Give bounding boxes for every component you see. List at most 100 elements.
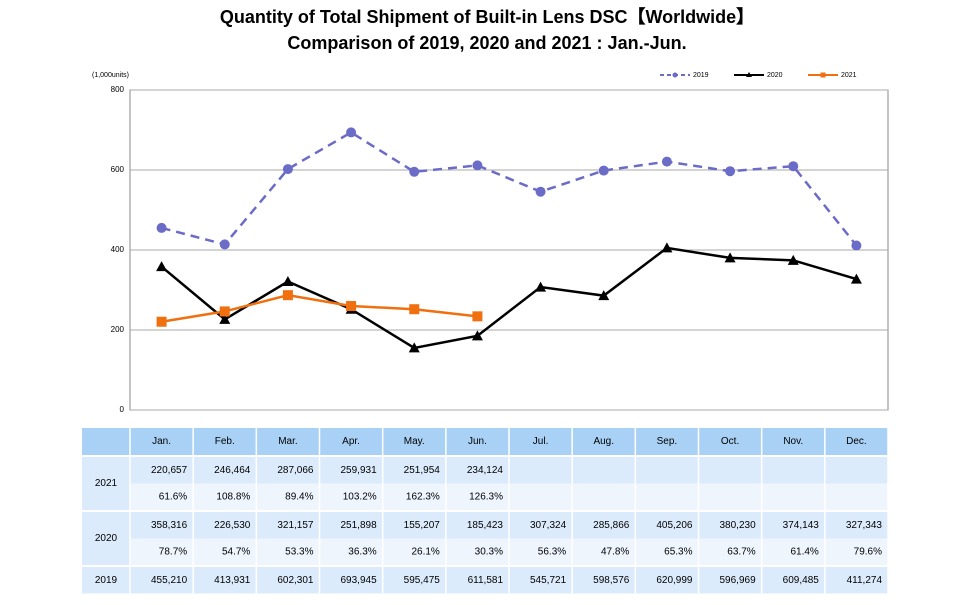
- table-cell: 620,999: [656, 575, 693, 586]
- point: [661, 242, 673, 253]
- table-cell: 602,301: [277, 575, 314, 586]
- table-cell: 307,324: [530, 520, 567, 531]
- row-label: 2020: [95, 533, 118, 544]
- table-cell: 259,931: [341, 465, 378, 476]
- point: [219, 239, 230, 250]
- point: [156, 316, 167, 327]
- table-cell: 285,866: [593, 520, 630, 531]
- chart-title: Quantity of Total Shipment of Built-in L…: [220, 7, 754, 27]
- point: [282, 164, 293, 175]
- table-cell: 455,210: [151, 575, 188, 586]
- table-cell: 598,576: [593, 575, 630, 586]
- row-label-bg: [82, 512, 130, 565]
- table-cell: 63.7%: [727, 546, 755, 557]
- y-tick-label: 400: [111, 245, 125, 254]
- table-cell: 596,969: [720, 575, 757, 586]
- point: [282, 276, 294, 287]
- y-unit: (1,000units): [92, 72, 129, 79]
- row-label: 2021: [95, 478, 118, 489]
- table-cell: 65.3%: [664, 546, 692, 557]
- series-line: [161, 130, 858, 247]
- y-tick-label: 0: [120, 405, 125, 414]
- point: [156, 222, 167, 233]
- table-cell: 327,343: [846, 520, 883, 531]
- legend-label: 2019: [693, 72, 709, 79]
- table-cell: 126.3%: [469, 491, 503, 502]
- point: [725, 166, 736, 177]
- table-cell: 108.8%: [216, 491, 250, 502]
- series-line: [160, 246, 857, 350]
- table-cell: 251,898: [341, 520, 378, 531]
- table-cell: 54.7%: [222, 546, 250, 557]
- table-cell: 246,464: [214, 465, 251, 476]
- point: [471, 330, 483, 341]
- table-header: Sep.: [657, 436, 678, 447]
- table-cell: 61.6%: [159, 491, 187, 502]
- table-cell: 413,931: [214, 575, 251, 586]
- table-header: Jul.: [533, 436, 549, 447]
- point: [850, 273, 862, 284]
- table-cell: 380,230: [720, 520, 757, 531]
- table-header: Aug.: [593, 436, 614, 447]
- legend-marker: [820, 72, 826, 78]
- table-cell: 251,954: [404, 465, 441, 476]
- series-line: [161, 293, 478, 323]
- table-cell: 103.2%: [343, 491, 377, 502]
- table-cell: 405,206: [656, 520, 693, 531]
- point: [788, 161, 799, 172]
- table-cell: 89.4%: [285, 491, 313, 502]
- table-header: Jun.: [468, 436, 487, 447]
- table-cell: 155,207: [404, 520, 441, 531]
- table-cell: 78.7%: [159, 546, 187, 557]
- table-cell: 611,581: [468, 575, 504, 586]
- table-cell: 26.1%: [411, 546, 439, 557]
- table-header: Nov.: [783, 436, 803, 447]
- y-tick-label: 200: [111, 325, 125, 334]
- legend-marker: [672, 72, 678, 78]
- chart-subtitle: Comparison of 2019, 2020 and 2021 : Jan.…: [287, 33, 686, 53]
- table-cell: 162.3%: [406, 491, 440, 502]
- point: [598, 290, 610, 301]
- table-cell: 36.3%: [348, 546, 376, 557]
- table-cell: 234,124: [467, 465, 504, 476]
- table-cell: 609,485: [783, 575, 820, 586]
- y-tick-label: 800: [111, 85, 125, 94]
- point: [346, 301, 357, 312]
- table-cell: 595,475: [404, 575, 441, 586]
- table-header: Oct.: [721, 436, 739, 447]
- table-cell: 358,316: [151, 520, 188, 531]
- table-cell: 287,066: [277, 465, 314, 476]
- point: [724, 252, 736, 263]
- table-header-bg: [82, 428, 888, 455]
- point: [598, 165, 609, 176]
- point: [156, 261, 168, 272]
- point: [409, 304, 420, 315]
- point: [346, 127, 357, 138]
- point: [787, 254, 799, 265]
- table-cell: 53.3%: [285, 546, 313, 557]
- table-cell: 545,721: [530, 575, 567, 586]
- point: [535, 281, 547, 292]
- point: [409, 166, 420, 177]
- table-cell: 411,274: [847, 575, 883, 586]
- table-cell: 61.4%: [790, 546, 818, 557]
- table-header: Mar.: [278, 436, 297, 447]
- point: [535, 186, 546, 197]
- table-cell: 226,530: [214, 520, 251, 531]
- row-label: 2019: [95, 575, 118, 586]
- point: [472, 311, 483, 322]
- table-cell: 185,423: [467, 520, 504, 531]
- table-cell: 220,657: [151, 465, 188, 476]
- table-cell: 30.3%: [475, 546, 503, 557]
- table-header: Feb.: [215, 436, 235, 447]
- table-cell: 374,143: [783, 520, 820, 531]
- legend-marker: [746, 72, 752, 77]
- table-header: May.: [404, 436, 425, 447]
- table-header: Dec.: [846, 436, 867, 447]
- row-label-bg: [82, 457, 130, 510]
- table-cell: 47.8%: [601, 546, 629, 557]
- point: [472, 160, 483, 171]
- point: [219, 306, 230, 317]
- table-header: Apr.: [342, 436, 360, 447]
